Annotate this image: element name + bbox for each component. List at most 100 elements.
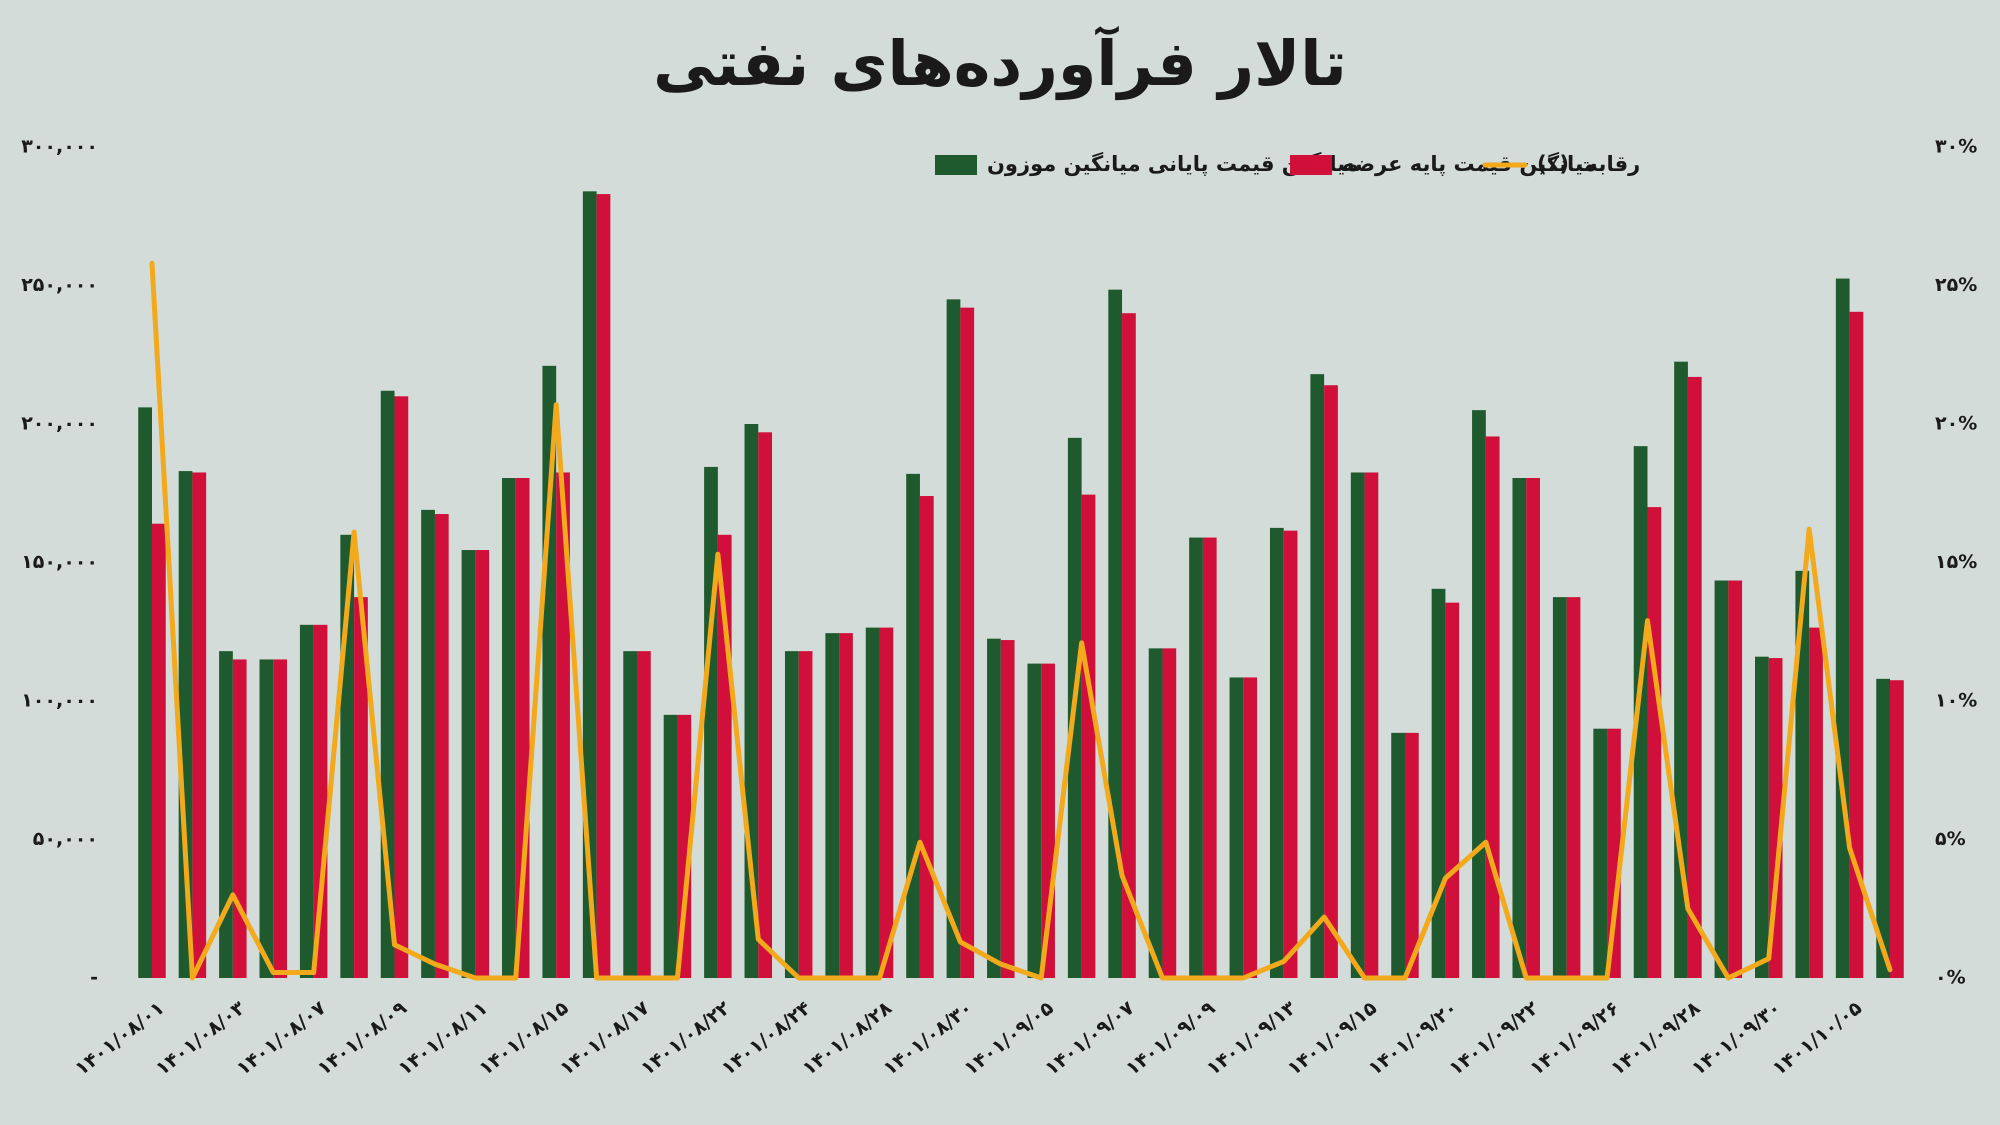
bar — [1472, 410, 1486, 978]
bar — [663, 714, 678, 978]
bar — [273, 659, 287, 978]
y-tick-label: ۳۰۰,۰۰۰ — [21, 136, 98, 158]
bar — [434, 514, 449, 978]
bar — [1593, 728, 1608, 978]
bar — [582, 191, 597, 978]
bar — [1027, 663, 1042, 978]
x-tick-label: ۱۴۰۱/۰۸/۰۷ — [233, 997, 331, 1080]
bar — [1269, 527, 1284, 978]
bar — [1755, 656, 1769, 978]
x-tick-label: ۱۴۰۱/۱۰/۰۵ — [1768, 997, 1866, 1080]
x-tick-label: ۱۴۰۱/۰۹/۰۹ — [1122, 997, 1220, 1080]
bar — [784, 651, 799, 978]
bar — [1526, 478, 1540, 978]
x-tick-label: ۱۴۰۱/۰۸/۳۰ — [879, 997, 977, 1080]
bar — [1512, 478, 1527, 978]
bar — [1795, 570, 1810, 978]
y-tick-label: ۲۵۰,۰۰۰ — [21, 274, 98, 296]
bar — [1849, 311, 1864, 978]
bar — [596, 194, 611, 979]
x-tick-label: ۱۴۰۱/۰۹/۳۰ — [1688, 997, 1786, 1080]
bar — [394, 396, 409, 978]
y-tick-label: - — [90, 967, 98, 989]
x-tick-label: ۱۴۰۱/۰۹/۲۸ — [1607, 997, 1705, 1080]
x-tick-label: ۱۴۰۱/۰۸/۱۱ — [394, 997, 492, 1080]
x-tick-label: ۱۴۰۱/۰۹/۱۳ — [1203, 997, 1301, 1080]
bar — [758, 432, 773, 978]
bar — [798, 651, 813, 978]
bar — [1229, 677, 1244, 978]
y2-tick-label: ۰% — [1935, 967, 1966, 989]
bar — [946, 299, 961, 979]
y-tick-label: ۲۰۰,۰۰۰ — [21, 413, 98, 435]
bar — [502, 478, 516, 978]
bar — [152, 523, 166, 978]
bar — [879, 627, 894, 978]
bar — [1404, 732, 1419, 978]
bar — [677, 714, 692, 978]
bar — [192, 472, 207, 978]
bar — [1552, 597, 1567, 978]
bar — [1122, 313, 1136, 978]
bar — [1728, 580, 1743, 978]
bar — [219, 651, 233, 978]
bar — [1445, 602, 1460, 978]
y2-tick-label: ۱۵% — [1935, 551, 1977, 573]
bar — [1310, 374, 1325, 978]
bar — [987, 638, 1001, 978]
line — [149, 260, 1893, 981]
bar — [906, 473, 920, 978]
bar — [138, 407, 152, 978]
bar — [556, 472, 570, 978]
bar — [1835, 278, 1850, 978]
y-tick-label: ۱۰۰,۰۰۰ — [21, 690, 98, 712]
y2-tick-label: ۵% — [1935, 828, 1966, 850]
x-tick-label: ۱۴۰۱/۰۸/۰۹ — [313, 997, 411, 1080]
x-tick-label: ۱۴۰۱/۰۹/۲۰ — [1364, 997, 1462, 1080]
bar — [232, 659, 247, 978]
legend-swatch — [935, 155, 977, 175]
chart-title: تالار فرآورده‌های نفتی — [653, 25, 1347, 100]
bar — [839, 633, 853, 978]
bar — [1566, 597, 1581, 978]
x-tick-label: ۱۴۰۱/۰۸/۱۵ — [475, 997, 573, 1080]
bar — [1391, 732, 1405, 978]
bar — [704, 466, 718, 978]
bar — [865, 627, 880, 978]
bar — [461, 550, 476, 978]
bar — [1189, 537, 1203, 978]
bar — [960, 307, 975, 978]
bar — [1202, 537, 1217, 978]
bar — [1687, 376, 1702, 978]
legend-label: رقابت (٪) — [1537, 152, 1640, 176]
y2-tick-label: ۲۵% — [1935, 274, 1977, 296]
bar — [1431, 588, 1446, 978]
y2-tick-label: ۳۰% — [1935, 136, 1977, 158]
bar — [178, 471, 193, 978]
x-tick-label: ۱۴۰۱/۰۸/۲۲ — [637, 997, 735, 1080]
bar — [1647, 507, 1662, 978]
bar — [825, 633, 840, 978]
bar — [1350, 472, 1365, 978]
bar — [1890, 680, 1904, 978]
x-tick-label: ۱۴۰۱/۰۹/۲۲ — [1445, 997, 1543, 1080]
x-tick-label: ۱۴۰۱/۰۸/۱۷ — [556, 997, 654, 1080]
x-tick-label: ۱۴۰۱/۰۹/۰۵ — [960, 997, 1058, 1080]
x-tick-label: ۱۴۰۱/۰۸/۲۴ — [718, 997, 816, 1080]
bar — [1633, 446, 1648, 978]
bar — [421, 509, 435, 978]
bar — [1162, 648, 1177, 978]
bar — [1714, 580, 1729, 978]
x-tick-label: ۱۴۰۱/۰۸/۰۱ — [71, 997, 169, 1080]
y2-tick-label: ۲۰% — [1935, 413, 1977, 435]
bar — [1148, 648, 1163, 978]
bar — [1364, 472, 1379, 978]
bar — [1607, 728, 1621, 978]
bar — [475, 550, 490, 978]
y2-tick-label: ۱۰% — [1935, 690, 1977, 712]
x-tick-label: ۱۴۰۱/۰۹/۰۷ — [1041, 997, 1139, 1080]
y-tick-label: ۵۰,۰۰۰ — [33, 828, 98, 850]
bar — [1809, 627, 1823, 978]
bar — [1000, 640, 1015, 978]
x-tick-label: ۱۴۰۱/۰۹/۱۵ — [1283, 997, 1381, 1080]
